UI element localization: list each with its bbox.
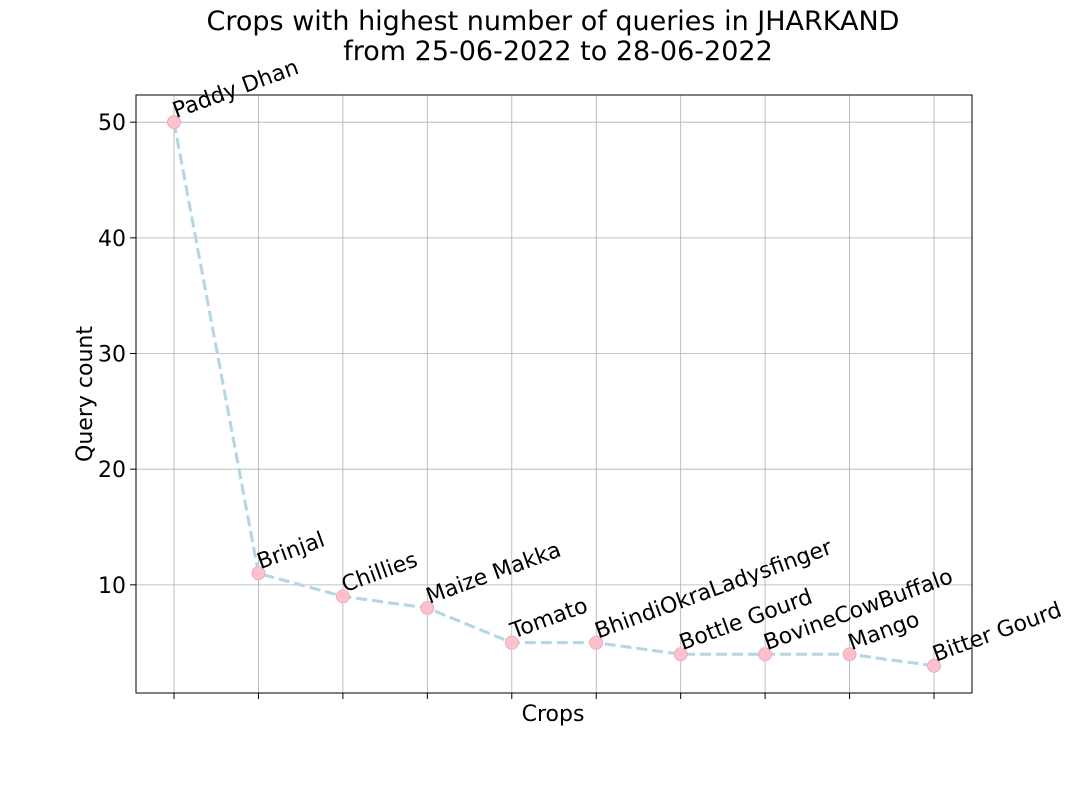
data-point — [927, 658, 941, 673]
data-point — [504, 635, 519, 650]
gridlines — [136, 95, 972, 693]
data-point — [251, 566, 266, 581]
data-point — [589, 635, 604, 650]
data-point — [335, 589, 350, 604]
plot-frame — [135, 94, 973, 694]
point-label: Brinjal — [254, 528, 328, 575]
point-label: Paddy Dhan — [170, 55, 303, 124]
y-tick-label: 30 — [98, 343, 126, 368]
y-tick-label: 10 — [98, 574, 126, 599]
point-label: Maize Makka — [423, 538, 565, 610]
point-labels: Paddy Dhan Brinjal Chillies Maize MakkaToma… — [170, 55, 1066, 667]
y-tick-label: 40 — [98, 227, 126, 252]
chart-subtitle: from 25-06-2022 to 28-06-2022 — [343, 36, 773, 67]
point-label: Bitter Gourd — [930, 598, 1066, 668]
point-label: Tomato — [506, 593, 591, 644]
y-tick-label: 20 — [98, 458, 126, 483]
data-point — [758, 647, 773, 662]
data-point — [673, 647, 688, 662]
y-axis-label: Query count — [73, 326, 98, 462]
data-point — [420, 601, 435, 615]
chart-title: Crops with highest number of queries in … — [207, 6, 900, 37]
data-point — [167, 115, 181, 130]
x-axis-label: Crops — [522, 702, 585, 727]
series-line — [172, 121, 935, 668]
data-point — [842, 647, 857, 662]
axis-ticks: 10 20 30 40 50 — [98, 111, 935, 699]
point-label: Chillies — [338, 548, 421, 598]
data-series — [167, 115, 941, 673]
y-tick-label: 50 — [98, 111, 126, 136]
